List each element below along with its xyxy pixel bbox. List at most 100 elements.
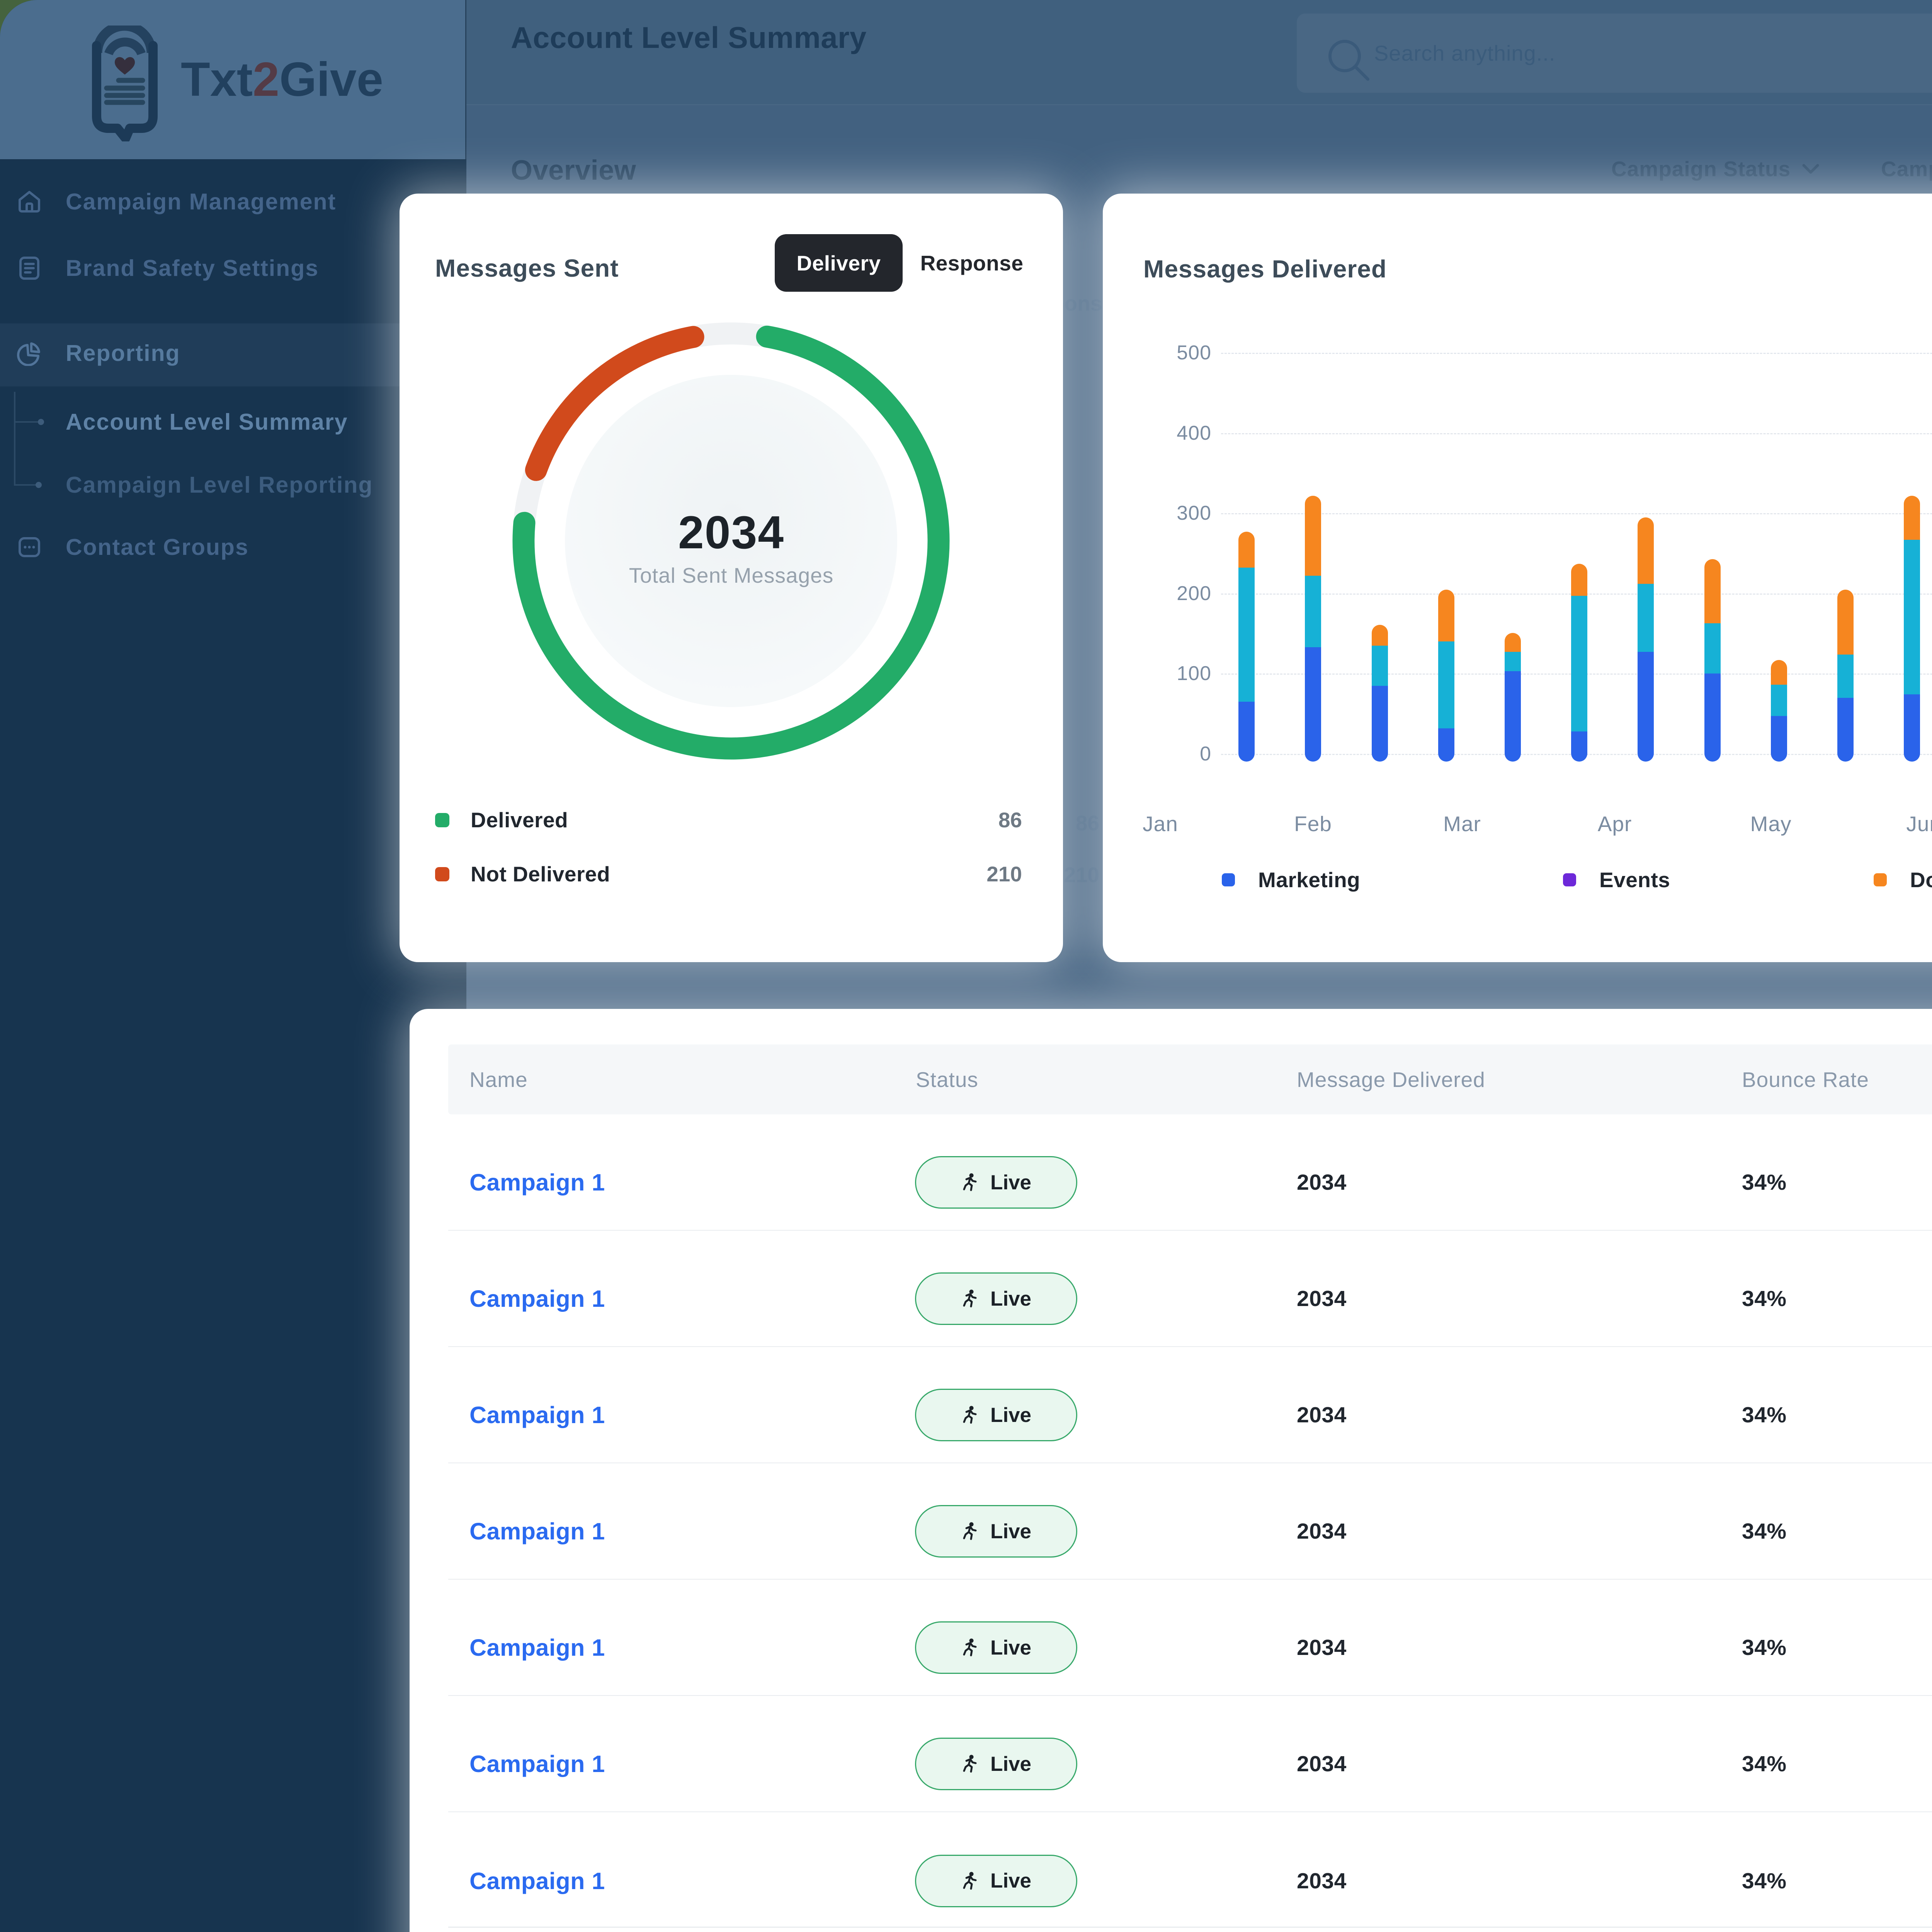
status-badge: Live	[915, 1505, 1077, 1558]
x-axis-label: Jan	[1143, 812, 1178, 836]
filter-campaign-type[interactable]: Campaign Type	[1881, 157, 1932, 181]
home-icon	[17, 189, 42, 214]
status-label: Live	[990, 1752, 1032, 1776]
status-label: Live	[990, 1287, 1032, 1310]
chevron-down-icon	[1802, 164, 1819, 174]
x-axis-label: Apr	[1597, 812, 1632, 836]
legend-value: 86	[998, 808, 1022, 832]
bounce-rate-value: 34%	[1742, 1752, 1787, 1777]
x-axis-label: Feb	[1294, 812, 1332, 836]
table-row: Campaign 1 Live 2034 34% 34%	[448, 1231, 1932, 1347]
campaign-link[interactable]: Campaign 1	[469, 1402, 605, 1429]
tree-bullet	[36, 482, 42, 488]
sidebar-item-label: Contact Groups	[66, 534, 249, 560]
x-axis-label: May	[1750, 812, 1792, 836]
column-header[interactable]: Message Delivered	[1297, 1067, 1485, 1092]
tree-vertical-line	[14, 392, 15, 486]
runner-icon	[963, 1289, 977, 1308]
bounce-rate-value: 34%	[1742, 1403, 1787, 1428]
search-icon	[1328, 40, 1369, 81]
y-axis-label: 400	[1177, 422, 1211, 444]
x-axis-label: June	[1906, 812, 1932, 836]
bar	[1571, 564, 1588, 762]
gridline	[1221, 433, 1932, 434]
status-badge: Live	[915, 1854, 1077, 1907]
message-delivered-value: 2034	[1297, 1635, 1347, 1660]
topbar	[466, 0, 1932, 105]
response-toggle[interactable]: Response	[920, 251, 1024, 275]
bar	[1371, 624, 1388, 762]
messages-sent-title: Messages Sent	[435, 254, 619, 282]
y-axis-label: 200	[1177, 582, 1211, 605]
logo-band: Txt 2 Give	[0, 0, 466, 159]
bar	[1837, 589, 1854, 762]
y-axis-label: 300	[1177, 502, 1211, 525]
column-header[interactable]: Bounce Rate	[1742, 1067, 1869, 1092]
contacts-icon	[17, 534, 42, 560]
bounce-rate-value: 34%	[1742, 1286, 1787, 1311]
search-input[interactable]: Search anything...	[1297, 14, 1932, 93]
campaign-link[interactable]: Campaign 1	[469, 1751, 605, 1777]
sidebar-item-label: Campaign Management	[66, 189, 337, 214]
campaign-link[interactable]: Campaign 1	[469, 1867, 605, 1894]
runner-icon	[963, 1638, 977, 1656]
column-header[interactable]: Status	[916, 1067, 978, 1092]
messages-sent-donut-chart	[512, 322, 950, 760]
bar	[1238, 532, 1255, 762]
document-icon	[17, 255, 42, 281]
table-footer-divider	[448, 1927, 1932, 1928]
message-delivered-value: 2034	[1297, 1752, 1347, 1777]
txt2give-logo-icon	[92, 26, 158, 141]
bounce-rate-value: 34%	[1742, 1868, 1787, 1893]
legend-item: Marketing	[1222, 867, 1360, 892]
y-axis-label: 100	[1177, 662, 1211, 685]
column-header[interactable]: Name	[469, 1067, 528, 1092]
table-row: Campaign 1 Live 2034 34% 34%	[448, 1812, 1932, 1929]
tree-horizontal-line	[14, 421, 38, 423]
table-row: Campaign 1 Live 2034 34% 34%	[448, 1114, 1932, 1231]
bounce-rate-value: 34%	[1742, 1170, 1787, 1195]
campaign-link[interactable]: Campaign 1	[469, 1169, 605, 1196]
delivery-toggle-active[interactable]: Delivery	[775, 234, 903, 292]
legend-label: Events	[1599, 868, 1670, 892]
table-row: Campaign 1 Live 2034 34% 34%	[448, 1696, 1932, 1812]
bar	[1770, 660, 1787, 762]
campaign-link[interactable]: Campaign 1	[469, 1286, 605, 1312]
tree-horizontal-line	[14, 484, 36, 486]
campaign-link[interactable]: Campaign 1	[469, 1634, 605, 1661]
legend-label: Not Delivered	[471, 862, 611, 886]
legend-value: 210	[986, 862, 1022, 886]
status-label: Live	[990, 1636, 1032, 1659]
legend-swatch	[1222, 873, 1235, 886]
message-delivered-value: 2034	[1297, 1519, 1347, 1544]
legend-item: Events	[1563, 867, 1670, 892]
message-delivered-value: 2034	[1297, 1403, 1347, 1428]
pie-icon	[17, 340, 42, 366]
runner-icon	[963, 1755, 977, 1773]
legend-item: Delivered 86	[435, 804, 1022, 835]
table-row: Campaign 1 Live 2034 34% 34%	[448, 1580, 1932, 1696]
page-title: Account Level Summary	[511, 20, 867, 54]
bar	[1904, 495, 1920, 762]
bar	[1438, 589, 1454, 762]
search-placeholder: Search anything...	[1374, 41, 1556, 65]
legend-item: Donation	[1874, 867, 1932, 892]
messages-sent-card: Messages Sent Delivery Response 2034 Tot…	[400, 194, 1063, 962]
campaign-link[interactable]: Campaign 1	[469, 1518, 605, 1545]
background-fragment-delivered-value: 86	[1075, 811, 1099, 835]
filter-campaign-status[interactable]: Campaign Status	[1611, 156, 1820, 181]
runner-icon	[963, 1872, 977, 1890]
tree-bullet	[38, 419, 44, 425]
legend-swatch	[1563, 873, 1576, 886]
sidebar: Txt 2 Give Campaign Management Brand Safety…	[0, 0, 466, 1932]
x-axis-label: Mar	[1443, 812, 1481, 836]
status-badge: Live	[915, 1738, 1077, 1791]
status-badge: Live	[915, 1621, 1077, 1674]
status-badge: Live	[915, 1156, 1077, 1209]
gridline	[1221, 353, 1932, 354]
sidebar-item-label: Campaign Level Reporting	[66, 472, 373, 498]
messages-delivered-bar-chart: 0100200300400500JanFebMarAprMayJuneJulyA…	[1103, 194, 1932, 962]
sidebar-item-label: Reporting	[66, 340, 180, 366]
table-row: Campaign 1 Live 2034 34% 34%	[448, 1463, 1932, 1580]
